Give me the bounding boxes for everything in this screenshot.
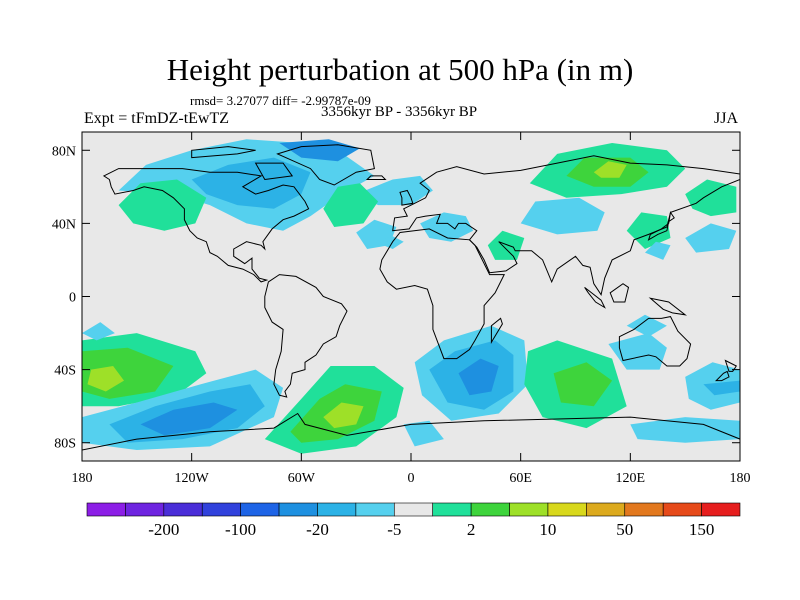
- colorbar-swatch: [624, 502, 664, 517]
- colorbar-label: -200: [148, 520, 179, 539]
- coast-borneo: [609, 283, 630, 303]
- coast-north-america: [102, 168, 310, 283]
- longitude-axis: 180 120W 60W 0 60E 120E 180: [72, 132, 751, 486]
- coast-south-america: [264, 274, 348, 398]
- anomaly-s-indian-max: [458, 358, 499, 396]
- coast-arctic-islands: [191, 146, 256, 159]
- anomaly-canada-core: [191, 157, 311, 209]
- lon-tick-label: 180: [730, 471, 751, 486]
- anomaly-s-pacific-edge: [703, 380, 740, 396]
- season-label: JJA: [714, 110, 739, 127]
- lon-tick-label: 180: [72, 471, 93, 486]
- anomaly-siberia-max: [593, 161, 627, 178]
- colorbar-swatch: [278, 502, 318, 517]
- lon-tick-label: 120W: [175, 471, 210, 486]
- colorbar-label: 50: [616, 520, 633, 539]
- coast-greenland: [276, 144, 375, 186]
- anomaly-pacific-small: [645, 241, 671, 260]
- coast-antarctica: [82, 412, 740, 461]
- latitude-axis: 80N 40N 0 40S 80S: [52, 144, 740, 452]
- colorbar-swatch: [240, 502, 280, 517]
- experiment-label: Expt = tFmDZ-tEwTZ: [84, 110, 230, 127]
- lat-tick-label: 80S: [54, 437, 76, 452]
- coast-britain: [399, 189, 414, 206]
- anomaly-central-asia-neg: [520, 197, 605, 235]
- lat-tick-label: 80N: [52, 144, 76, 159]
- coast-japan: [647, 211, 675, 241]
- anomaly-europe-neg: [420, 212, 474, 242]
- lon-tick-label: 60E: [509, 471, 532, 486]
- colorbar-swatch: [586, 502, 626, 517]
- colorbar-label: -20: [306, 520, 329, 539]
- colorbar-swatch: [86, 502, 126, 517]
- colorbar-label: -5: [387, 520, 401, 539]
- coast-africa: [379, 228, 506, 360]
- anomaly-s-atlantic-max: [323, 402, 364, 429]
- colorbar-label: -100: [225, 520, 256, 539]
- coast-baffin: [254, 162, 294, 181]
- colorbar-swatch: [662, 502, 702, 517]
- colorbar-swatch: [432, 502, 472, 517]
- coast-new-zealand: [724, 359, 738, 372]
- anomaly-s-pacific-neg-max: [140, 402, 238, 436]
- coast-new-zealand-s: [714, 370, 730, 382]
- anomaly-indian-core: [553, 362, 613, 407]
- coastlines: [82, 144, 740, 461]
- lat-tick-label: 40N: [52, 217, 76, 232]
- anomaly-e-pacific-neg: [82, 322, 115, 341]
- anomaly-far-east-pos: [685, 179, 737, 217]
- colorbar-swatch: [355, 502, 395, 517]
- colorbar: -200 -100 -20 -5 2 10 50 150: [86, 502, 741, 539]
- colorbar-swatch: [547, 502, 587, 517]
- anomaly-sw-atlantic-neg: [403, 420, 444, 447]
- colorbar-label: 10: [539, 520, 556, 539]
- coast-sumatra: [584, 287, 606, 309]
- lon-tick-label: 120E: [616, 471, 646, 486]
- anomaly-se-asia-neg: [374, 236, 404, 249]
- lat-tick-label: 0: [69, 291, 76, 306]
- period-label: 3356kyr BP - 3356kyr BP: [321, 104, 478, 120]
- lon-tick-label: 60W: [288, 471, 316, 486]
- anomaly-east-asia-pos: [626, 212, 671, 249]
- colorbar-swatch: [125, 502, 165, 517]
- anomaly-atlantic-pos: [323, 183, 379, 227]
- statistics-text: rmsd= 3.27077 diff= -2.99787e-09: [190, 93, 371, 108]
- colorbar-swatch: [509, 502, 549, 517]
- coast-madagascar: [490, 317, 503, 345]
- colorbar-swatch: [317, 502, 357, 517]
- colorbar-swatch: [163, 502, 203, 517]
- colorbar-swatch: [201, 502, 241, 517]
- anomaly-pacific-equ-neg: [626, 314, 667, 337]
- plot-title: Height perturbation at 500 hPa (in m): [166, 52, 634, 87]
- colorbar-label: 2: [467, 520, 476, 539]
- coast-australia: [618, 316, 692, 367]
- colorbar-swatch: [393, 502, 434, 517]
- lon-tick-label: 0: [408, 471, 415, 486]
- anomaly-pacific-neg: [685, 223, 737, 253]
- coast-eurasia: [392, 155, 740, 296]
- lat-tick-label: 40S: [54, 364, 76, 379]
- coast-new-guinea: [648, 297, 688, 316]
- anomaly-antarctic-neg: [630, 417, 740, 443]
- colorbar-swatch: [701, 502, 741, 517]
- colorbar-swatch: [470, 502, 510, 517]
- coast-iceland: [365, 175, 387, 180]
- anomaly-s-pacific-max: [87, 366, 124, 392]
- anomaly-arabia-pos: [487, 230, 525, 260]
- anomaly-n-atlantic: [356, 175, 433, 206]
- colorbar-label: 150: [689, 520, 715, 539]
